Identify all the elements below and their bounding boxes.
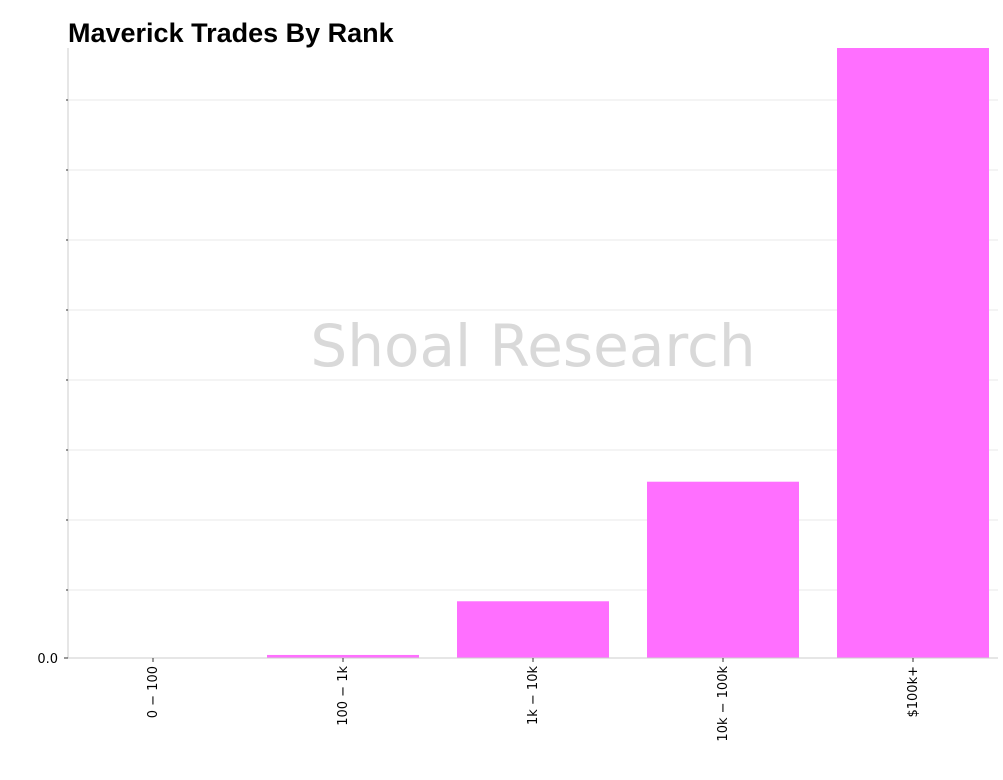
x-tick-labels: 0 − 100 100 − 1k 1k − 10k 10k − 100k $100k+ [146, 658, 921, 742]
bar [837, 48, 989, 658]
bar [647, 481, 799, 658]
bars-group [267, 48, 989, 658]
x-tick-label: 0 − 100 [146, 666, 161, 718]
y-tick-label-zero: 0.0 [37, 652, 58, 667]
chart-title: Maverick Trades By Rank [68, 18, 395, 48]
x-tick-label: 10k − 100k [716, 666, 731, 742]
bar [267, 654, 419, 658]
bar [457, 601, 609, 658]
watermark-text: Shoal Research [310, 312, 755, 380]
y-ticks [64, 99, 68, 659]
x-tick-label: 100 − 1k [336, 666, 351, 726]
x-tick-label: 1k − 10k [526, 666, 541, 725]
grid-lines [68, 99, 998, 591]
x-tick-label: $100k+ [906, 666, 921, 718]
